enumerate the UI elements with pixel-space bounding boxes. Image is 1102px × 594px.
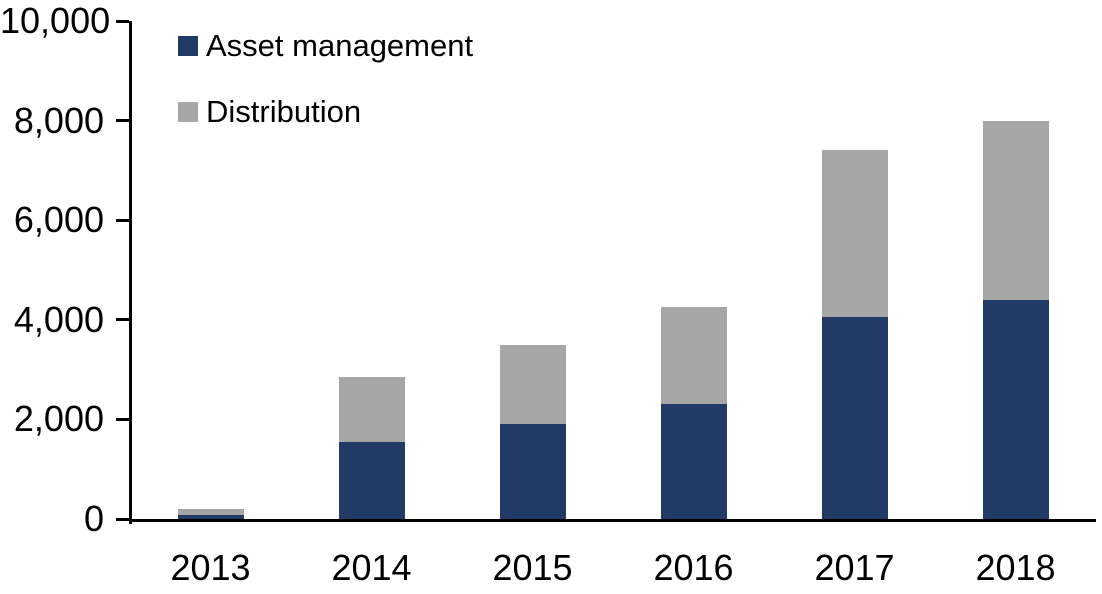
legend-swatch-distribution [178, 102, 198, 122]
x-axis-label-2016: 2016 [653, 547, 734, 588]
y-axis-tick [116, 218, 129, 222]
y-axis-tick [116, 517, 129, 521]
bar-2015-distribution [499, 344, 566, 425]
y-axis-tick-label: 8,000 [13, 99, 104, 141]
bar-2013-distribution [177, 509, 244, 515]
legend-item-asset-management: Asset management [178, 29, 473, 63]
bar-2017-asset-management [821, 317, 888, 519]
y-axis-tick [116, 417, 129, 421]
legend-label-distribution: Distribution [206, 94, 362, 129]
y-axis-tick [116, 119, 129, 123]
x-axis-label-2017: 2017 [814, 547, 895, 588]
y-axis-tick [116, 19, 129, 23]
legend-label-asset-management: Asset management [206, 28, 474, 63]
bar-2014-asset-management [338, 441, 405, 519]
x-axis-line [129, 519, 1096, 522]
legend-item-distribution: Distribution [178, 95, 361, 129]
x-axis-label-2018: 2018 [975, 547, 1056, 588]
y-axis-tick-label: 10,000 [0, 0, 111, 41]
x-axis-label-2015: 2015 [492, 547, 573, 588]
bar-2018-asset-management [982, 299, 1049, 519]
y-axis-tick-label: 2,000 [13, 398, 104, 440]
y-axis-tick-label: 6,000 [13, 199, 104, 241]
x-axis-label-2013: 2013 [170, 547, 251, 588]
bar-2016-asset-management [660, 404, 727, 519]
bar-2014-distribution [338, 377, 405, 442]
bar-2017-distribution [821, 150, 888, 318]
bar-2015-asset-management [499, 424, 566, 519]
bar-2016-distribution [660, 307, 727, 405]
bar-2013-asset-management [177, 515, 244, 519]
bar-2018-distribution [982, 120, 1049, 300]
y-axis-tick-label: 4,000 [13, 298, 104, 340]
y-axis-tick-label: 0 [83, 498, 104, 539]
y-axis-tick [116, 318, 129, 322]
legend-swatch-asset-management [178, 36, 198, 56]
y-axis-line [129, 21, 132, 524]
x-axis-label-2014: 2014 [331, 547, 412, 588]
